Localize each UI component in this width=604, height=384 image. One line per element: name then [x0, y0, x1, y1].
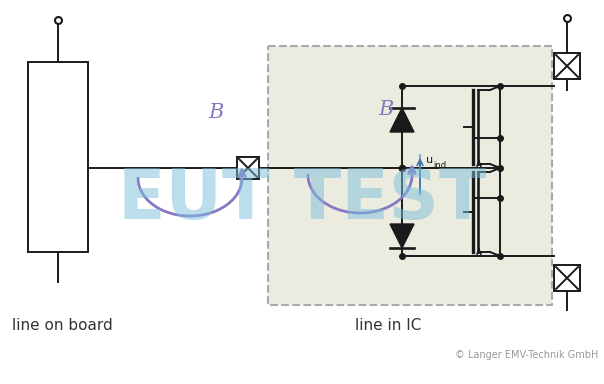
Bar	[554, 53, 580, 79]
Bar	[268, 46, 552, 305]
Polygon shape	[390, 108, 414, 132]
Text: ind: ind	[433, 161, 446, 170]
Text: EUT TEST: EUT TEST	[118, 167, 486, 233]
Text: u: u	[426, 155, 433, 165]
Text: line on board: line on board	[11, 318, 112, 333]
Text: line in IC: line in IC	[355, 318, 421, 333]
Text: B: B	[208, 103, 223, 122]
Text: © Langer EMV-Technik GmbH: © Langer EMV-Technik GmbH	[455, 350, 598, 360]
Polygon shape	[390, 224, 414, 248]
Bar	[28, 62, 88, 252]
Text: B: B	[378, 100, 393, 119]
Bar	[554, 265, 580, 291]
Bar	[237, 157, 259, 179]
